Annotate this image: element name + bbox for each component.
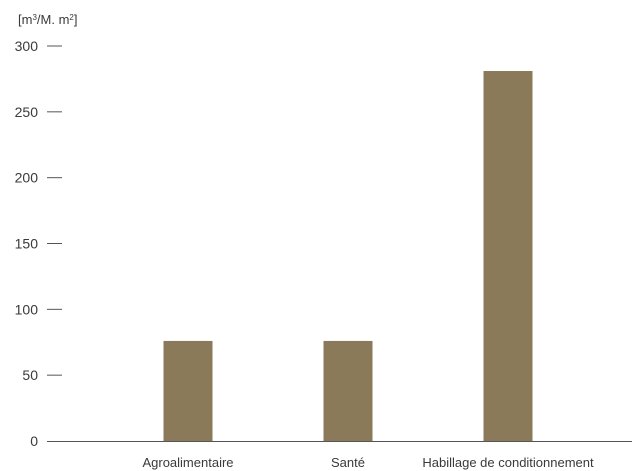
- y-tick-label: 200: [15, 170, 39, 186]
- unit-superscript-3: 3: [32, 13, 37, 22]
- y-tick-label: 50: [22, 367, 38, 383]
- x-category-label: Habillage de conditionnement: [422, 455, 594, 470]
- y-tick-label: 100: [15, 301, 39, 317]
- bar: [483, 71, 533, 442]
- x-category-label: Agroalimentaire: [142, 455, 233, 470]
- y-tick-label: 250: [15, 104, 39, 120]
- y-tick-label: 0: [30, 433, 38, 449]
- y-axis-unit-label: [m3/M. m2]: [18, 12, 77, 27]
- y-tick-label: 300: [15, 38, 39, 54]
- unit-superscript-2: 2: [69, 13, 74, 22]
- bar: [163, 340, 213, 441]
- bar: [323, 340, 373, 441]
- y-tick-label: 150: [15, 236, 39, 252]
- y-axis: 0 50 100 150 200 250 300: [15, 38, 62, 449]
- bar-series: [163, 71, 533, 442]
- x-axis: Agroalimentaire Santé Habillage de conditi…: [142, 455, 594, 470]
- x-category-label: Santé: [331, 455, 365, 470]
